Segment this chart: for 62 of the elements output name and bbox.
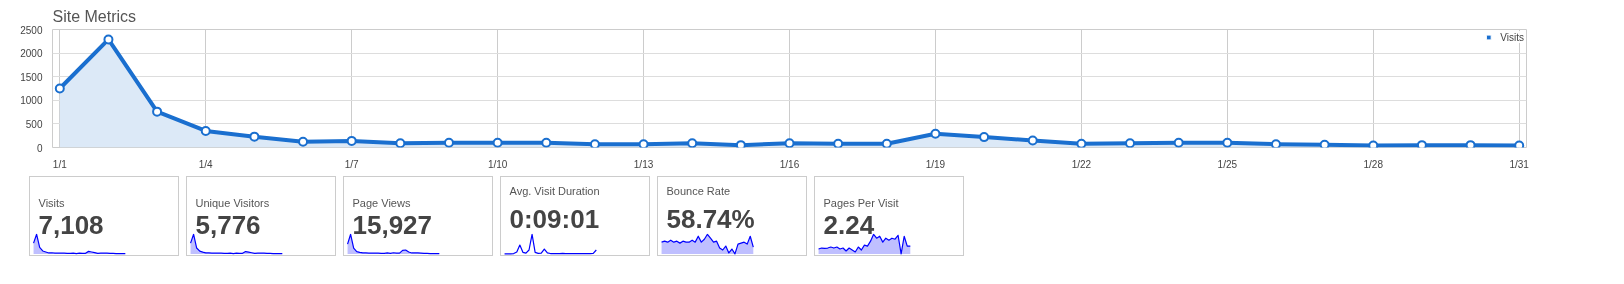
point (1027, 135, 1038, 146)
point (1125, 138, 1136, 148)
x-tick-label: 1/22 (1071, 158, 1092, 170)
y-tick-label: 2000 (20, 48, 43, 60)
point (1076, 138, 1087, 148)
point (346, 135, 357, 146)
point (395, 138, 406, 148)
point (541, 137, 552, 148)
legend-label: Visits (1500, 31, 1524, 43)
point (1270, 139, 1281, 148)
point (298, 136, 309, 147)
x-tick-label: 1/25 (1217, 158, 1238, 170)
point (103, 34, 114, 45)
point (1465, 140, 1476, 148)
x-tick-label: 1/1 (52, 158, 68, 170)
y-tick-label: 2500 (20, 24, 43, 36)
x-tick-label: 1/4 (198, 158, 214, 170)
chart-title: Page Views (352, 196, 411, 209)
chart-title: Visits (38, 196, 66, 209)
point (1368, 140, 1379, 148)
x-tick-label: 1/19 (925, 158, 946, 170)
x-tick-label: 1/28 (1363, 158, 1384, 170)
chart-title: Pages Per Visit (823, 196, 899, 209)
point (152, 106, 163, 117)
x-tick-label: 1/31 (1509, 158, 1530, 170)
chart-subtitle: 15,927 (352, 209, 433, 240)
y-tick-label: 0 (36, 142, 43, 154)
point (1222, 137, 1233, 148)
x-tick-label: 1/16 (779, 158, 800, 170)
chart-title: Unique Visitors (195, 196, 270, 209)
point (443, 137, 454, 148)
point (735, 140, 746, 148)
point (1319, 139, 1330, 148)
point (200, 125, 211, 136)
x-tick-label: 1/10 (487, 158, 508, 170)
point (881, 138, 892, 148)
point (1416, 140, 1427, 148)
point (979, 132, 990, 143)
point (54, 83, 65, 94)
chart-title: Avg. Visit Duration (509, 184, 600, 197)
point (249, 131, 260, 142)
x-tick-label: 1/13 (633, 158, 654, 170)
y-tick-label: 1500 (20, 71, 43, 83)
chart-subtitle: 7,108 (38, 209, 104, 240)
chart-subtitle: 58.74% (666, 203, 755, 234)
chart-subtitle: 2.24 (823, 209, 875, 240)
chart-title: Bounce Rate (666, 184, 731, 197)
chart-subtitle: 5,776 (195, 209, 261, 240)
point (589, 139, 600, 148)
y-tick-label: 500 (25, 118, 43, 130)
chart-title: Site Metrics (52, 7, 137, 25)
point (492, 137, 503, 148)
point (687, 138, 698, 148)
chart-subtitle: 0:09:01 (509, 203, 600, 234)
point (784, 138, 795, 148)
point (833, 138, 844, 148)
x-tick-label: 1/7 (344, 158, 360, 170)
point (1514, 140, 1525, 148)
point (930, 128, 941, 139)
y-tick-label: 1000 (20, 95, 43, 107)
point (638, 139, 649, 148)
point (1173, 137, 1184, 148)
